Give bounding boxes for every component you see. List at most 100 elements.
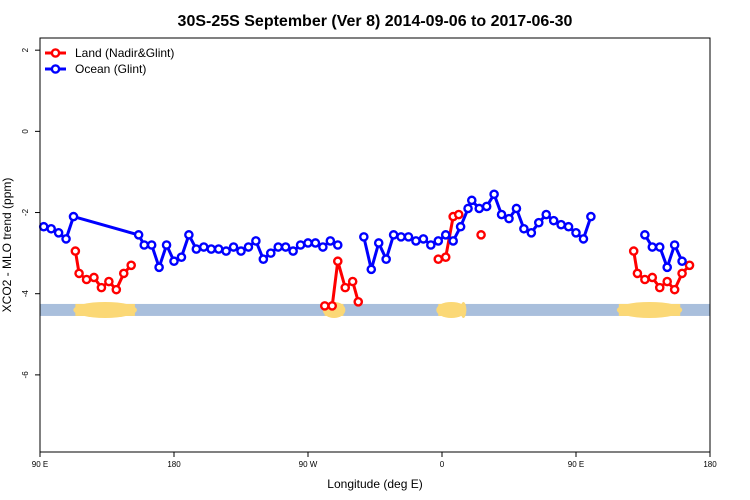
y-axis-label: XCO2 - MLO trend (ppm): [0, 178, 14, 313]
data-point: [440, 252, 451, 262]
x-tick-label: 90 E: [568, 460, 584, 469]
data-point: [353, 297, 364, 307]
data-point: [556, 219, 566, 230]
data-point: [319, 301, 330, 311]
x-tick-label: 180: [703, 460, 717, 469]
data-point: [184, 230, 194, 240]
data-point: [669, 240, 680, 250]
data-point: [453, 209, 464, 220]
data-point: [541, 209, 552, 220]
series-line: [43, 215, 339, 269]
data-point: [640, 230, 650, 240]
land-segment-bulge: [616, 301, 683, 318]
data-point: [169, 256, 179, 267]
y-axis: 2 0 -2 -4 -6: [21, 47, 40, 378]
legend-label: Ocean (Glint): [75, 62, 146, 76]
data-point: [632, 268, 643, 279]
data-point: [236, 246, 246, 256]
x-axis-label: Longitude (deg E): [327, 477, 422, 491]
data-point: [70, 246, 81, 256]
data-point: [476, 230, 486, 240]
data-point: [463, 203, 473, 214]
data-point: [258, 254, 269, 265]
data-point: [496, 209, 507, 220]
data-point: [504, 213, 514, 224]
data-point: [133, 230, 144, 240]
y-tick-label: -4: [21, 290, 30, 298]
data-point: [46, 223, 56, 234]
data-point: [243, 242, 254, 252]
data-point: [654, 242, 665, 252]
data-point: [228, 242, 239, 252]
data-point: [347, 276, 358, 287]
data-point: [96, 282, 107, 293]
data-point: [411, 236, 421, 246]
land-segment-bulge: [436, 301, 467, 318]
data-point: [654, 282, 665, 293]
data-point: [640, 274, 650, 285]
data-point: [466, 195, 477, 206]
data-point: [139, 240, 150, 250]
data-point: [388, 230, 399, 240]
data-point: [273, 242, 284, 252]
data-point: [359, 232, 369, 242]
data-point: [511, 203, 522, 214]
legend: Land (Nadir&Glint) Ocean (Glint): [45, 46, 174, 76]
data-point: [669, 284, 680, 295]
land-segment-bulge: [73, 301, 137, 318]
data-point: [563, 221, 574, 232]
data-point: [310, 238, 321, 248]
data-point: [474, 203, 485, 214]
data-point: [403, 232, 414, 242]
data-point: [251, 236, 261, 246]
y-tick-label: 2: [21, 47, 30, 52]
data-point: [647, 242, 658, 252]
x-axis: 90 E 180 90 W 0 90 E 180: [32, 452, 717, 469]
data-point: [526, 228, 537, 238]
series-land: [70, 209, 695, 311]
data-point: [111, 284, 122, 295]
data-point: [126, 260, 136, 271]
data-point: [221, 246, 231, 256]
data-point: [340, 282, 351, 293]
data-point: [533, 217, 544, 228]
data-point: [161, 240, 172, 250]
data-point: [74, 268, 84, 279]
data-point: [89, 272, 99, 283]
data-point: [332, 256, 343, 267]
data-point: [303, 238, 313, 248]
chart-title: 30S-25S September (Ver 8) 2014-09-06 to …: [178, 13, 573, 30]
y-tick-label: -2: [21, 208, 30, 216]
data-point: [198, 242, 209, 252]
data-point: [104, 276, 114, 287]
x-tick-label: 90 E: [32, 460, 48, 469]
data-point: [61, 234, 71, 244]
data-point: [213, 244, 224, 254]
data-point: [176, 252, 187, 262]
data-point: [154, 262, 164, 273]
data-point: [455, 221, 466, 232]
y-tick-label: 0: [21, 129, 30, 134]
data-point: [426, 240, 436, 250]
data-point: [146, 240, 157, 250]
data-point: [318, 242, 328, 252]
data-point: [586, 211, 596, 222]
data-point: [440, 230, 451, 240]
plot-frame: [39, 37, 711, 453]
data-point: [118, 268, 129, 279]
data-point: [295, 240, 306, 250]
plot-area: [38, 189, 710, 318]
data-point: [489, 189, 499, 200]
data-point: [327, 301, 337, 311]
data-point: [662, 262, 672, 273]
data-point: [481, 201, 492, 212]
data-point: [684, 260, 695, 271]
legend-marker: [50, 64, 61, 74]
data-point: [396, 232, 406, 242]
ocean-strip: [40, 303, 710, 316]
x-tick-label: 180: [167, 460, 181, 469]
legend-marker: [50, 48, 61, 58]
data-point: [288, 246, 298, 256]
data-point: [578, 234, 589, 244]
